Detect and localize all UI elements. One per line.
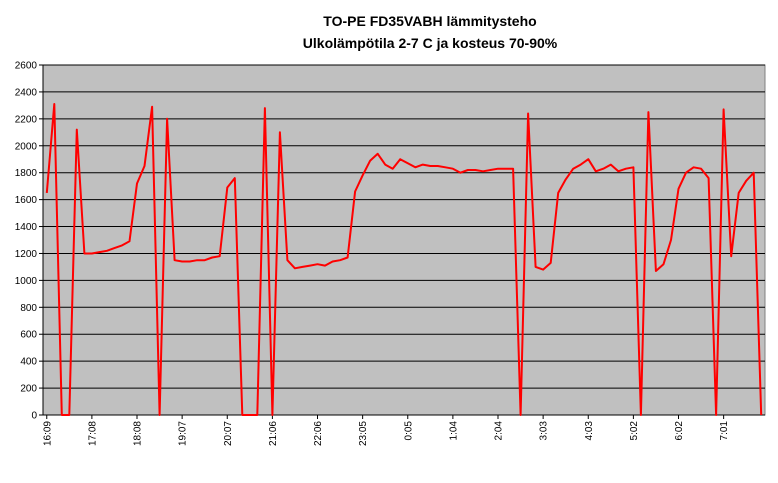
- x-tick-label: 7:01: [719, 421, 730, 441]
- y-tick-label: 600: [20, 330, 37, 341]
- x-tick-label: 17:08: [87, 421, 98, 446]
- x-tick-label: 0:05: [403, 421, 414, 441]
- y-tick-label: 1400: [15, 222, 38, 233]
- data-line: [45, 103, 763, 416]
- x-tick-label: 2:04: [494, 421, 505, 441]
- x-tick-label: 18:08: [133, 421, 144, 446]
- y-tick-label: 200: [20, 384, 37, 395]
- y-tick-label: 400: [20, 357, 37, 368]
- chart-title: TO-PE FD35VABH lämmitysteho: [323, 13, 536, 29]
- x-tick-label: 19:07: [178, 421, 189, 446]
- x-tick-label: 20:07: [223, 421, 234, 446]
- y-tick-label: 2400: [15, 87, 38, 98]
- x-tick-label: 6:02: [674, 421, 685, 441]
- x-tick-label: 22:06: [313, 421, 324, 446]
- x-tick-label: 5:02: [629, 421, 640, 441]
- x-tick-label: 1:04: [448, 421, 459, 441]
- y-tick-label: 1600: [15, 195, 38, 206]
- y-tick-label: 1200: [15, 249, 38, 260]
- y-tick-label: 2600: [15, 61, 38, 72]
- x-tick-label: 3:03: [539, 421, 550, 441]
- y-tick-label: 0: [31, 411, 37, 422]
- y-tick-label: 2000: [15, 141, 38, 152]
- y-tick-label: 800: [20, 303, 37, 314]
- y-tick-label: 2200: [15, 114, 38, 125]
- x-tick-label: 21:06: [268, 421, 279, 446]
- x-tick-label: 4:03: [584, 421, 595, 441]
- y-tick-label: 1000: [15, 276, 38, 287]
- y-tick-label: 1800: [15, 168, 38, 179]
- chart-subtitle: Ulkolämpötila 2-7 C ja kosteus 70-90%: [303, 35, 558, 51]
- x-tick-label: 16:09: [42, 421, 53, 446]
- x-tick-label: 23:05: [358, 421, 369, 446]
